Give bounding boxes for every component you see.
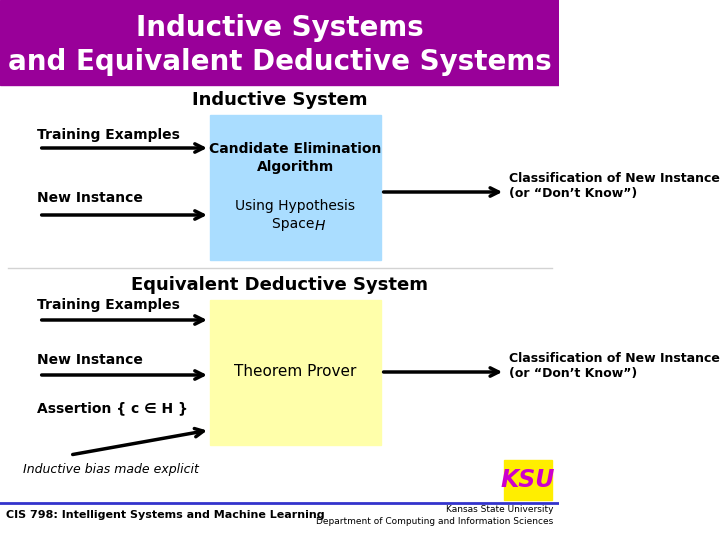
Text: Training Examples: Training Examples xyxy=(37,128,180,142)
Bar xyxy=(0,0,559,85)
Text: Training Examples: Training Examples xyxy=(37,298,180,312)
Text: Candidate Elimination
Algorithm: Candidate Elimination Algorithm xyxy=(209,142,382,174)
Text: CIS 798: Intelligent Systems and Machine Learning: CIS 798: Intelligent Systems and Machine… xyxy=(6,510,325,520)
Text: Using Hypothesis
Space: Using Hypothesis Space xyxy=(235,199,355,231)
Text: Kansas State University: Kansas State University xyxy=(446,504,553,514)
Text: Inductive System: Inductive System xyxy=(192,91,367,109)
Text: New Instance: New Instance xyxy=(37,353,143,367)
Bar xyxy=(210,300,381,445)
Text: Classification of New Instance: Classification of New Instance xyxy=(509,172,720,185)
Text: Inductive bias made explicit: Inductive bias made explicit xyxy=(23,463,199,476)
Bar xyxy=(503,460,552,500)
Text: (or “Don’t Know”): (or “Don’t Know”) xyxy=(509,186,637,199)
Text: H: H xyxy=(315,219,325,233)
Text: (or “Don’t Know”): (or “Don’t Know”) xyxy=(509,367,637,380)
Text: and Equivalent Deductive Systems: and Equivalent Deductive Systems xyxy=(8,48,552,76)
Text: Classification of New Instance: Classification of New Instance xyxy=(509,352,720,365)
Text: KSU: KSU xyxy=(500,468,555,492)
Text: New Instance: New Instance xyxy=(37,191,143,205)
Text: Assertion { c ∈ H }: Assertion { c ∈ H } xyxy=(37,401,188,415)
Text: Theorem Prover: Theorem Prover xyxy=(234,364,356,380)
Text: Inductive Systems: Inductive Systems xyxy=(136,14,423,42)
Text: Department of Computing and Information Sciences: Department of Computing and Information … xyxy=(316,517,553,526)
Text: Equivalent Deductive System: Equivalent Deductive System xyxy=(131,276,428,294)
Bar xyxy=(210,115,381,260)
